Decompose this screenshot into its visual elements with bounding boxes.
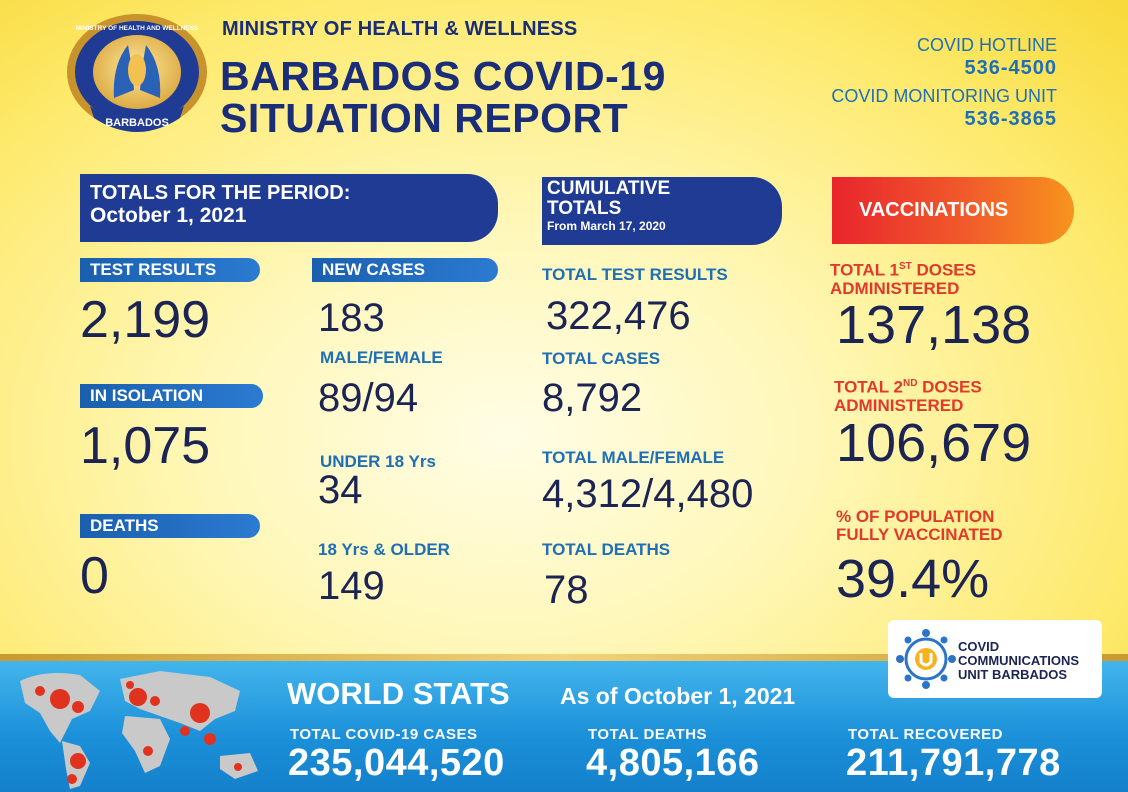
logo-country: BARBADOS: [105, 117, 169, 129]
monitoring-number: 536-3865: [964, 108, 1057, 130]
period-banner: TOTALS FOR THE PERIOD: October 1, 2021: [80, 174, 498, 242]
deaths-label: DEATHS: [80, 514, 260, 538]
world-map-icon: [20, 671, 258, 789]
deaths-value: 0: [80, 547, 109, 605]
cumulative-banner-line2: TOTALS: [547, 198, 622, 219]
test-results-value: 2,199: [80, 291, 211, 349]
second-doses-value: 106,679: [836, 413, 1032, 473]
new-cases-label: NEW CASES: [312, 258, 498, 282]
male-female-label: MALE/FEMALE: [320, 348, 443, 367]
total-mf-label: TOTAL MALE/FEMALE: [542, 448, 725, 467]
hotline-label: COVID HOTLINE: [916, 35, 1057, 55]
over18-value: 149: [318, 564, 385, 608]
ministry-logo: BARBADOS MINISTRY OF HEALTH AND WELLNESS: [67, 14, 207, 132]
report-title-line1: BARBADOS COVID-19: [220, 53, 666, 99]
cumulative-banner-line1: CUMULATIVE: [547, 178, 671, 199]
male-female-value: 89/94: [318, 376, 419, 420]
period-banner-date: October 1, 2021: [90, 204, 247, 227]
world-cases-value: 235,044,520: [288, 742, 505, 784]
cumulative-banner: CUMULATIVE TOTALS From March 17, 2020: [542, 177, 782, 245]
world-recovered-value: 211,791,778: [846, 742, 1061, 784]
ccu-line2: COMMUNICATIONS: [958, 653, 1080, 668]
total-mf-value: 4,312/4,480: [542, 472, 754, 516]
total-tests-label: TOTAL TEST RESULTS: [542, 265, 728, 284]
total-deaths-label: TOTAL DEATHS: [542, 540, 671, 559]
ccu-line3: UNIT BARBADOS: [958, 667, 1068, 682]
total-cases-value: 8,792: [542, 376, 643, 420]
pct-vaccinated-label: % OF POPULATION FULLY VACCINATED: [836, 507, 1003, 544]
hotline-number: 536-4500: [964, 57, 1057, 79]
virus-icon: [896, 629, 956, 689]
first-doses-label: TOTAL 1ST DOSES ADMINISTERED: [830, 260, 976, 298]
vaccinations-banner: VACCINATIONS: [832, 177, 1074, 244]
world-recovered-label: TOTAL RECOVERED: [848, 726, 1004, 743]
over18-label: 18 Yrs & OLDER: [318, 540, 450, 559]
world-deaths-label: TOTAL DEATHS: [588, 726, 708, 743]
first-doses-value: 137,138: [836, 295, 1032, 355]
logo-ring-text: MINISTRY OF HEALTH AND WELLNESS: [76, 25, 199, 32]
total-cases-label: TOTAL CASES: [542, 349, 661, 368]
ministry-name: MINISTRY OF HEALTH & WELLNESS: [222, 18, 578, 40]
world-cases-label: TOTAL COVID-19 CASES: [290, 726, 478, 743]
divider-line: [0, 654, 1128, 661]
monitoring-label: COVID MONITORING UNIT: [831, 86, 1057, 106]
report-title-line2: SITUATION REPORT: [220, 95, 629, 141]
total-tests-value: 322,476: [546, 294, 691, 338]
second-doses-label: TOTAL 2ND DOSES ADMINISTERED: [834, 377, 982, 415]
world-stats-title: WORLD STATS: [287, 676, 510, 711]
ccu-line1: COVID: [958, 639, 1000, 654]
total-deaths-value: 78: [544, 568, 589, 612]
under18-value: 34: [318, 468, 363, 512]
cumulative-banner-date: From March 17, 2020: [547, 219, 666, 233]
world-stats-date: As of October 1, 2021: [560, 683, 796, 709]
isolation-label: IN ISOLATION: [80, 384, 263, 408]
new-cases-value: 183: [318, 296, 385, 340]
period-banner-title: TOTALS FOR THE PERIOD:: [90, 182, 351, 204]
isolation-value: 1,075: [80, 417, 211, 475]
world-deaths-value: 4,805,166: [586, 742, 760, 784]
test-results-label: TEST RESULTS: [80, 258, 260, 282]
pct-vaccinated-value: 39.4%: [836, 549, 990, 609]
under18-label: UNDER 18 Yrs: [320, 452, 436, 471]
